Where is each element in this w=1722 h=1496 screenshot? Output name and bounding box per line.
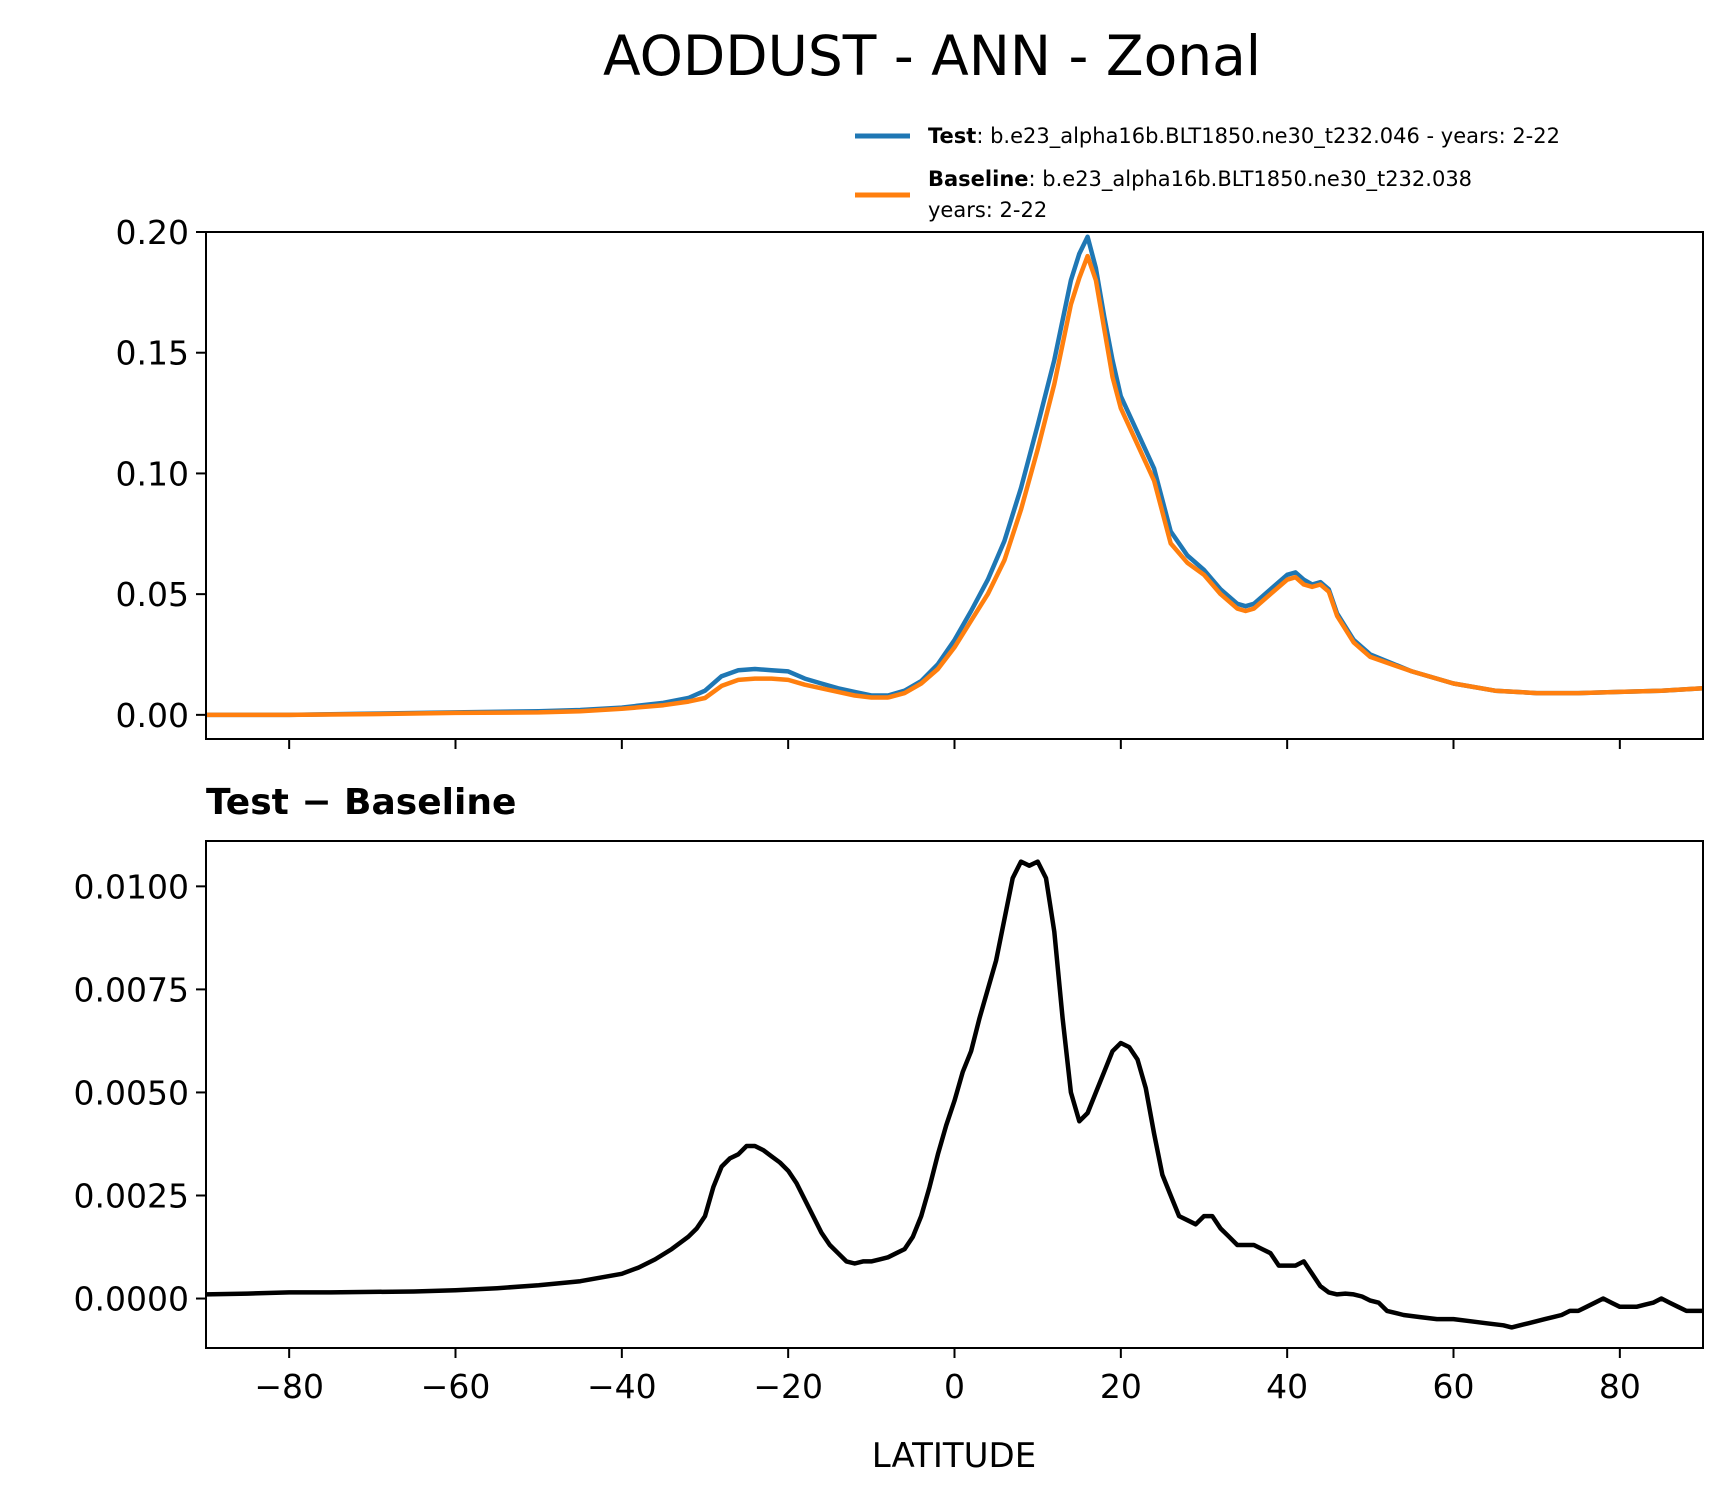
legend-text-baseline: : b.e23_alpha16b.BLT1850.ne30_t232.038 — [1029, 167, 1473, 192]
top-panel-frame — [205, 231, 1704, 740]
top-panel-x-axis — [288, 739, 1621, 749]
bottom-panel-marks — [205, 859, 1703, 1330]
top-y-tick-label: 0.05 — [116, 575, 189, 614]
bottom-panel-frame — [205, 840, 1704, 1349]
legend-text-baseline-line2: years: 2-22 — [928, 198, 1047, 222]
legend-entry-baseline: Baseline: b.e23_alpha16b.BLT1850.ne30_t2… — [928, 167, 1472, 192]
top-y-tick-label: 0.20 — [116, 213, 189, 252]
bottom-panel-y-axis: 0.0000 0.0025 0.0050 0.0075 0.0100 — [74, 867, 206, 1319]
legend-label-baseline: Baseline — [928, 167, 1029, 191]
top-y-tick-label: 0.00 — [116, 696, 189, 735]
x-tick-label: −20 — [753, 1367, 823, 1406]
bottom-y-tick-label: 0.0025 — [74, 1176, 189, 1215]
top-y-tick-label: 0.15 — [116, 334, 189, 373]
panel-bottom: 0.0000 0.0025 0.0050 0.0075 0.0100 −80 −60 −40… — [74, 840, 1704, 1406]
bottom-y-tick-label: 0.0100 — [74, 867, 189, 906]
chart-title: AODDUST - ANN - Zonal — [603, 24, 1261, 88]
bottom-y-tick-label: 0.0075 — [74, 970, 189, 1009]
legend: Test: b.e23_alpha16b.BLT1850.ne30_t232.0… — [855, 124, 1560, 222]
top-panel-marks — [206, 234, 1704, 718]
legend-label-test: Test — [928, 124, 976, 148]
x-tick-label: −80 — [254, 1367, 324, 1406]
bottom-y-tick-label: 0.0000 — [74, 1280, 189, 1319]
x-tick-label: −60 — [421, 1367, 491, 1406]
series-line-baseline — [206, 253, 1704, 718]
x-tick-label: 60 — [1433, 1367, 1475, 1406]
legend-text-test: : b.e23_alpha16b.BLT1850.ne30_t232.046 -… — [976, 124, 1560, 149]
panel-top: 0.00 0.05 0.10 0.15 0.20 — [116, 213, 1704, 749]
x-axis-label: LATITUDE — [872, 1436, 1036, 1476]
legend-entry-test: Test: b.e23_alpha16b.BLT1850.ne30_t232.0… — [928, 124, 1560, 149]
diff-panel-title: Test − Baseline — [206, 782, 516, 823]
series-line-test-baseline — [205, 859, 1703, 1330]
top-panel-y-axis: 0.00 0.05 0.10 0.15 0.20 — [116, 213, 206, 735]
bottom-panel-x-axis: −80 −60 −40 −20 0 20 40 60 80 — [254, 1348, 1641, 1406]
bottom-y-tick-label: 0.0050 — [74, 1073, 189, 1112]
x-tick-label: 80 — [1599, 1367, 1641, 1406]
x-tick-label: 40 — [1266, 1367, 1308, 1406]
x-tick-label: 20 — [1100, 1367, 1142, 1406]
x-tick-label: 0 — [944, 1367, 965, 1406]
top-y-tick-label: 0.10 — [116, 454, 189, 493]
x-tick-label: −40 — [587, 1367, 657, 1406]
